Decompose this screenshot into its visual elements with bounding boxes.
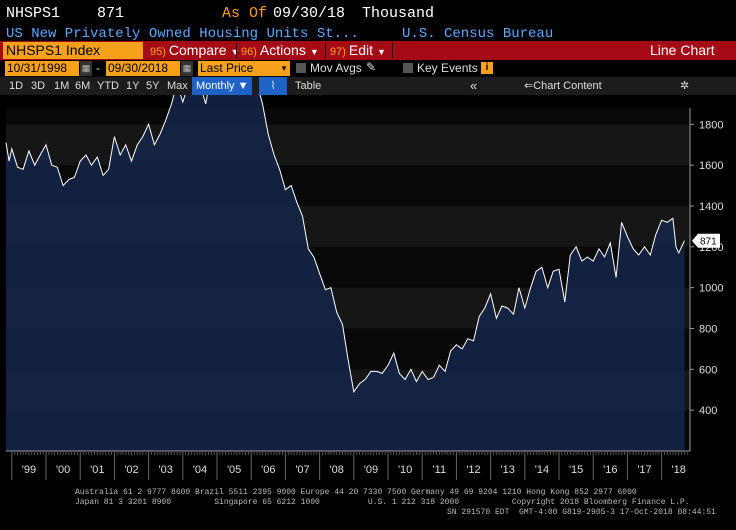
y-tick-label: 1000 bbox=[699, 283, 723, 295]
x-tick-label: '08 bbox=[330, 464, 344, 476]
y-tick-label: 1400 bbox=[699, 201, 723, 213]
mov-avgs-label: Mov Avgs bbox=[310, 61, 362, 75]
y-tick-label: 600 bbox=[699, 364, 717, 376]
x-tick-label: '13 bbox=[501, 464, 515, 476]
toolbar: NHSPS1 Index 95) Compare ▼ 96) Actions ▼ 97)… bbox=[0, 41, 736, 60]
x-tick-label: '12 bbox=[466, 464, 480, 476]
x-tick-label: '09 bbox=[364, 464, 378, 476]
field-select[interactable]: Last Price bbox=[198, 61, 284, 76]
compare-label: Compare bbox=[168, 42, 227, 58]
period-ytd[interactable]: YTD bbox=[97, 80, 119, 92]
x-tick-label: '99 bbox=[22, 464, 36, 476]
divider bbox=[236, 43, 237, 58]
x-tick-label: '16 bbox=[603, 464, 617, 476]
key-events-label: Key Events bbox=[417, 61, 478, 75]
edit-menu[interactable]: 97) Edit ▼ bbox=[330, 41, 386, 60]
period-1y[interactable]: 1Y bbox=[126, 80, 140, 92]
compare-num: 95) bbox=[150, 46, 166, 58]
y-tick-label: 400 bbox=[699, 405, 717, 417]
x-tick-label: '01 bbox=[90, 464, 104, 476]
x-tick-label: '17 bbox=[637, 464, 651, 476]
frequency-label: Monthly bbox=[196, 80, 235, 92]
period-6m[interactable]: 6M bbox=[75, 80, 91, 92]
line-chart-icon[interactable]: ⌇ bbox=[259, 77, 287, 95]
x-tick-label: '05 bbox=[227, 464, 241, 476]
x-tick-label: '06 bbox=[261, 464, 275, 476]
x-tick-label: '04 bbox=[193, 464, 207, 476]
x-tick-label: '11 bbox=[433, 464, 447, 476]
footer-contacts-2: Japan 81 3 3201 8900 Singapore 65 6212 1… bbox=[75, 498, 690, 507]
x-tick-label: '14 bbox=[535, 464, 549, 476]
last-value-label: 871 bbox=[700, 237, 717, 248]
collapse-icon[interactable]: « bbox=[470, 78, 478, 93]
period-1m[interactable]: 1M bbox=[54, 80, 70, 92]
calendar-icon[interactable]: ▦ bbox=[181, 61, 193, 76]
line-chart[interactable]: 40060080010001200140016001800871'99'00'0… bbox=[0, 28, 736, 485]
security-input[interactable]: NHSPS1 Index bbox=[3, 42, 143, 59]
series-line bbox=[5, 28, 685, 394]
grid-band bbox=[6, 108, 690, 125]
period-5y[interactable]: 5Y bbox=[146, 80, 160, 92]
chart-content-label: Chart Content bbox=[533, 80, 602, 92]
x-tick-label: '03 bbox=[159, 464, 173, 476]
divider bbox=[325, 43, 326, 58]
table-button[interactable]: Table bbox=[295, 80, 322, 92]
chart-content-button[interactable]: ⇐Chart Content bbox=[524, 77, 602, 95]
x-tick-label: '02 bbox=[124, 464, 138, 476]
grid-band bbox=[6, 124, 690, 166]
x-tick-label: '00 bbox=[56, 464, 70, 476]
as-of-label: As Of bbox=[222, 5, 268, 22]
calendar-icon[interactable]: ▦ bbox=[80, 61, 92, 76]
info-icon[interactable]: i bbox=[481, 62, 493, 74]
period-1d[interactable]: 1D bbox=[9, 80, 24, 92]
chart-content-icon: ⇐ bbox=[524, 80, 534, 92]
divider bbox=[392, 43, 393, 58]
source-label: U.S. Census Bureau bbox=[402, 26, 554, 42]
security-description: US New Privately Owned Housing Units St.… bbox=[6, 26, 359, 42]
footer: Australia 61 2 9777 8600 Brazil 5511 239… bbox=[0, 485, 736, 530]
y-tick-label: 800 bbox=[699, 324, 717, 336]
mov-avgs-checkbox[interactable] bbox=[296, 63, 306, 73]
chevron-down-icon: ▼ bbox=[377, 47, 386, 57]
x-tick-label: '10 bbox=[398, 464, 412, 476]
series-area bbox=[6, 28, 685, 452]
key-events-checkbox[interactable] bbox=[403, 63, 413, 73]
date-dash: - bbox=[96, 61, 100, 75]
x-tick-label: '15 bbox=[569, 464, 583, 476]
header-row: NHSPS1 871 As Of 09/30/18 Thousand bbox=[0, 0, 736, 24]
period-max[interactable]: Max bbox=[167, 80, 188, 92]
start-date-input[interactable]: 10/31/1998 bbox=[5, 61, 79, 76]
ticker-label: NHSPS1 bbox=[6, 5, 61, 22]
x-tick-label: '07 bbox=[295, 464, 309, 476]
last-value: 871 bbox=[97, 5, 125, 22]
units-label: Thousand bbox=[362, 5, 435, 22]
actions-num: 96) bbox=[241, 46, 257, 58]
chevron-down-icon: ▼ bbox=[230, 47, 240, 57]
pencil-icon[interactable]: ✎ bbox=[366, 60, 377, 74]
compare-menu[interactable]: 95) Compare ▼ bbox=[150, 41, 239, 60]
view-label: Line Chart bbox=[650, 42, 715, 58]
gear-icon[interactable]: ✲ bbox=[680, 80, 690, 92]
edit-num: 97) bbox=[330, 46, 346, 58]
last-value-marker bbox=[692, 233, 720, 248]
description-row: US New Privately Owned Housing Units St.… bbox=[0, 24, 736, 42]
footer-session: SN 291570 EDT GMT-4:00 G819-2905-3 17-Oc… bbox=[447, 508, 716, 517]
actions-label: Actions bbox=[259, 42, 306, 58]
chart-area[interactable]: 400 600 800 1000 1200 1400 1600 1800 871'99'00'0… bbox=[0, 28, 736, 485]
y-tick-label: 1600 bbox=[699, 160, 723, 172]
chevron-down-icon: ▼ bbox=[309, 47, 319, 57]
x-tick-label: '18 bbox=[672, 464, 686, 476]
edit-label: Edit bbox=[348, 42, 374, 58]
period-toolbar: 1D 3D 1M 6M YTD 1Y 5Y Max Monthly ▼ ⌇ Ta… bbox=[0, 77, 736, 95]
footer-contacts-1: Australia 61 2 9777 8600 Brazil 5511 239… bbox=[75, 488, 637, 497]
as-of-date: 09/30/18 bbox=[273, 5, 346, 22]
actions-menu[interactable]: 96) Actions ▼ bbox=[241, 41, 319, 60]
end-date-input[interactable]: 09/30/2018 bbox=[106, 61, 180, 76]
y-tick-label: 1800 bbox=[699, 119, 723, 131]
chevron-down-icon[interactable]: ▾ bbox=[278, 61, 290, 76]
period-3d[interactable]: 3D bbox=[31, 80, 46, 92]
settings-row: 10/31/1998 ▦ - 09/30/2018 ▦ Last Price ▾… bbox=[0, 60, 736, 77]
frequency-select[interactable]: Monthly ▼ bbox=[192, 77, 253, 95]
